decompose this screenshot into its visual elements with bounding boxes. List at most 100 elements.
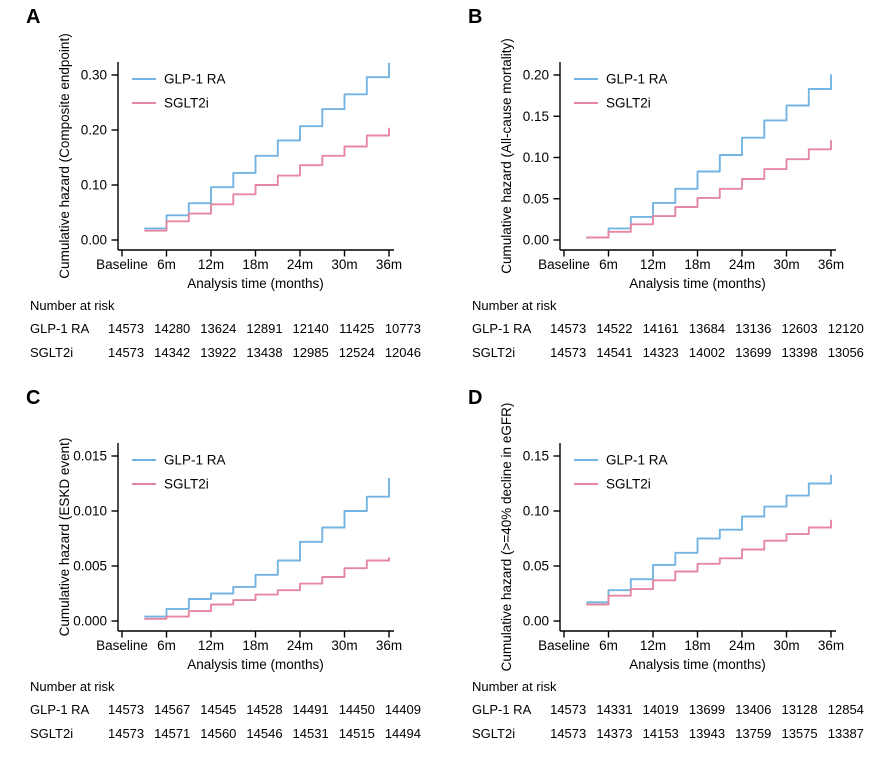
risk-row-values: 14573 14280 13624 12891 12140 11425 10773 [103,317,442,341]
legend-label: GLP-1 RA [606,453,668,468]
risk-count: 14560 [200,726,237,741]
risk-count: 12120 [827,321,864,336]
risk-row-glp1ra: GLP-1 RA 14573 14331 14019 13699 13406 13128 1… [442,698,885,722]
risk-row-values: 14573 14571 14560 14546 14531 14515 14494 [103,722,442,746]
x-tick-label: 36m [818,257,844,272]
legend-label: GLP-1 RA [164,72,226,87]
risk-count: 10773 [384,321,421,336]
risk-count: 13575 [781,726,818,741]
risk-count: 13406 [735,702,772,717]
risk-count: 12891 [246,321,283,336]
risk-count: 14280 [154,321,191,336]
risk-count: 13699 [688,702,726,717]
risk-count: 14545 [200,702,237,717]
risk-row-sglt2i: SGLT2i 14573 14373 14153 13943 13759 13575 133… [442,722,885,746]
risk-count: 13056 [827,345,864,360]
risk-count: 14409 [384,702,421,717]
y-axis-title: Cumulative hazard (ESKD event) [57,438,72,637]
legend-label: SGLT2i [606,96,651,111]
risk-row-label: GLP-1 RA [472,702,532,717]
panel-c: C 0.000 0.005 0.010 0.015 Baseline 6m 12m 18m 24… [0,381,442,771]
risk-row-label: SGLT2i [30,726,74,741]
risk-count: 14531 [292,726,329,741]
x-tick-label: 12m [198,257,224,272]
risk-count: 12140 [292,321,329,336]
y-tick-label: 0.20 [81,123,107,138]
x-tick-label: Baseline [96,638,148,653]
risk-count: 14153 [642,726,679,741]
x-tick-label: 18m [684,638,710,653]
x-tick-label: 36m [376,638,402,653]
panel-b: B 0.00 0.05 0.10 0.15 0.20 Baseline 6m 12m 18m 24… [442,0,885,381]
y-tick-label: 0.05 [523,191,549,206]
risk-row-sglt2i: SGLT2i 14573 14571 14560 14546 14531 14515 144… [0,722,442,746]
risk-count: 12524 [338,345,375,360]
risk-count: 14331 [596,702,633,717]
cumulative-hazard-chart-eskd: 0.000 0.005 0.010 0.015 Baseline 6m 12m 18m 24m 3… [57,438,402,672]
y-axis-title: Cumulative hazard (Composite endpoint) [57,33,72,278]
legend-label: SGLT2i [164,477,209,492]
risk-count: 14342 [154,345,191,360]
x-tick-label: 24m [729,638,755,653]
risk-row-sglt2i: SGLT2i 14573 14541 14323 14002 13699 13398 130… [442,341,885,365]
panel-d: D 0.00 0.05 0.10 0.15 Baseline 6m 12m 18m 24m 30m… [442,381,885,771]
x-tick-label: Baseline [538,638,590,653]
x-tick-label: 18m [242,257,268,272]
x-tick-label: 12m [640,638,666,653]
risk-count: 13136 [735,321,772,336]
x-tick-label: 12m [640,257,666,272]
hazard-curve-glp1ra [586,474,832,604]
cumulative-hazard-chart-mortality: 0.00 0.05 0.10 0.15 0.20 Baseline 6m 12m 18m 24m 3… [499,38,844,291]
risk-count: 14571 [154,726,191,741]
y-tick-label: 0.10 [523,504,549,519]
risk-row-values: 14573 14373 14153 13943 13759 13575 13387 [545,722,885,746]
risk-count: 11425 [339,321,375,336]
risk-count: 14373 [596,726,633,741]
risk-count: 14494 [384,726,421,741]
risk-count: 14522 [596,321,633,336]
risk-count: 14573 [107,726,145,741]
risk-count: 14573 [107,345,145,360]
legend-label: GLP-1 RA [164,453,226,468]
risk-count: 14573 [550,345,587,360]
risk-count: 14546 [246,726,283,741]
x-axis-title: Analysis time (months) [187,276,324,291]
x-tick-label: 30m [331,257,357,272]
risk-count: 14323 [642,345,679,360]
risk-count: 14573 [550,726,587,741]
risk-count: 12854 [827,702,864,717]
risk-table-title: Number at risk [30,679,115,694]
x-tick-label: 30m [773,257,799,272]
risk-count: 13684 [688,321,726,336]
risk-row-glp1ra: GLP-1 RA 14573 14567 14545 14528 14491 14450 1… [0,698,442,722]
hazard-curve-sglt2i [144,127,390,232]
risk-count: 13759 [735,726,772,741]
risk-count: 14019 [642,702,679,717]
risk-table-title: Number at risk [472,298,557,313]
y-tick-label: 0.015 [73,449,107,464]
number-at-risk-table: Number at risk GLP-1 RA 14573 14567 14545 1… [0,677,442,746]
risk-count: 14161 [642,321,679,336]
x-tick-label: 24m [287,257,313,272]
risk-table-title: Number at risk [30,298,115,313]
x-tick-label: 30m [773,638,799,653]
risk-count: 14450 [338,702,375,717]
x-tick-label: Baseline [538,257,590,272]
risk-count: 12046 [384,345,421,360]
hazard-curve-sglt2i [144,557,390,620]
hazard-curve-sglt2i [586,519,832,606]
risk-count: 14573 [107,702,145,717]
x-tick-label: 30m [331,638,357,653]
y-tick-label: 0.00 [523,233,549,248]
risk-count: 14541 [596,345,633,360]
cumulative-hazard-chart-egfr-decline: 0.00 0.05 0.10 0.15 Baseline 6m 12m 18m 24m 30m 36… [499,403,844,672]
risk-count: 12603 [781,321,818,336]
risk-row-values: 14573 14567 14545 14528 14491 14450 14409 [103,698,442,722]
panel-a-label: A [26,6,41,28]
x-tick-label: 36m [818,638,844,653]
y-tick-label: 0.00 [523,614,549,629]
risk-count: 13128 [781,702,818,717]
y-tick-label: 0.30 [81,68,107,83]
risk-count: 14567 [154,702,191,717]
legend-label: SGLT2i [164,96,209,111]
